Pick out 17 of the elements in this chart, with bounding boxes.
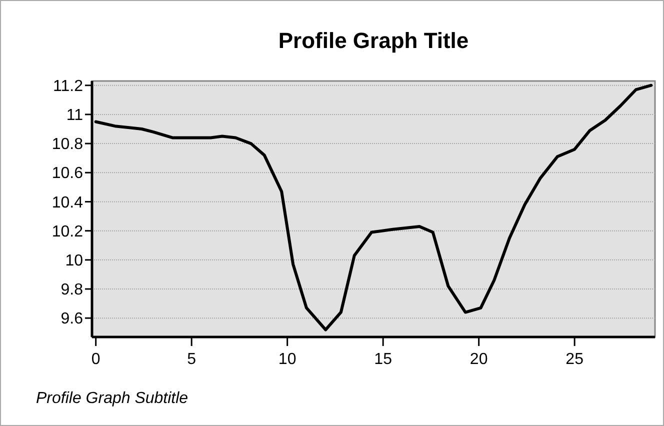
y-tick-label: 10 bbox=[65, 252, 84, 270]
x-tick-label: 10 bbox=[278, 351, 296, 368]
y-tick-label: 10.4 bbox=[52, 194, 84, 212]
text: Profile Graph Subtitle bbox=[36, 390, 188, 407]
y-tick-label: 11.2 bbox=[53, 78, 84, 95]
y-tick-label: 10.2 bbox=[52, 223, 84, 240]
x-tick-label: 0 bbox=[91, 351, 100, 368]
y-tick-label: 11 bbox=[66, 107, 84, 124]
x-tick-label: 5 bbox=[187, 351, 196, 368]
x-tick-label: 25 bbox=[566, 351, 584, 368]
x-tick-label: 15 bbox=[374, 351, 392, 368]
x-tick-label: 20 bbox=[470, 351, 488, 368]
y-tick-label: 9.8 bbox=[60, 282, 84, 299]
y-tick-label: 10.8 bbox=[52, 136, 84, 154]
y-tick-label: 10.6 bbox=[52, 165, 84, 182]
y-tick-label: 9.6 bbox=[60, 310, 84, 328]
chart-title: Profile Graph Title bbox=[278, 28, 469, 53]
